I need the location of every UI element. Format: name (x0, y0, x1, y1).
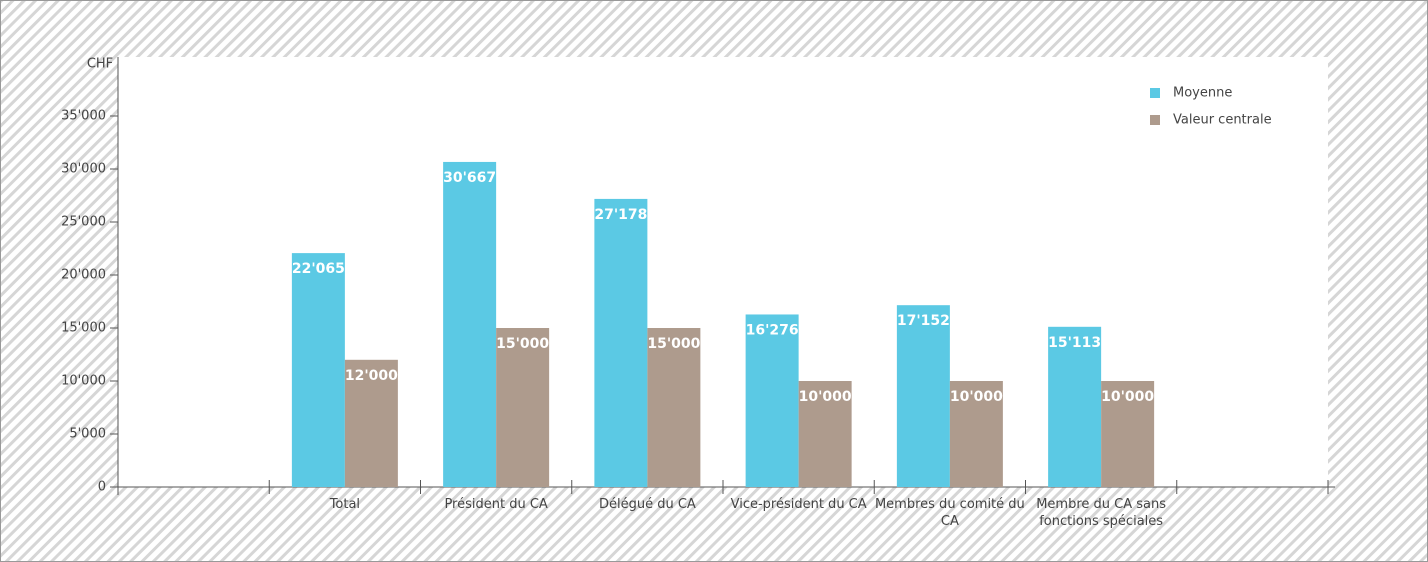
value-label: 15'113 (1048, 335, 1101, 351)
bar (291, 253, 345, 487)
value-label: 10'000 (1101, 389, 1154, 405)
legend-label: Moyenne (1173, 86, 1232, 101)
x-tick-label: Président du CA (444, 497, 548, 512)
x-tick-label: Membres du comité du CA (874, 497, 1025, 529)
bar (443, 161, 497, 487)
y-tick-label: 30'000 (61, 162, 106, 177)
value-label: 10'000 (799, 389, 852, 405)
x-tick-label: Vice-président du CA (730, 497, 867, 512)
bar (1048, 326, 1102, 487)
bar (496, 328, 550, 487)
value-label: 27'178 (594, 207, 647, 223)
value-label: 15'000 (496, 336, 549, 352)
x-tick-label: Total (329, 497, 361, 512)
y-tick-label: 35'000 (61, 109, 106, 124)
legend-label: Valeur centrale (1173, 113, 1272, 128)
bar (647, 328, 701, 487)
value-label: 10'000 (950, 389, 1003, 405)
bar (798, 381, 852, 487)
bar (1101, 381, 1155, 487)
y-tick-label: 20'000 (61, 268, 106, 283)
bar (344, 359, 398, 487)
y-tick-label: 25'000 (61, 215, 106, 230)
y-axis-label: CHF (87, 57, 113, 72)
value-label: 30'667 (443, 170, 496, 186)
x-tick-label: Délégué du CA (598, 497, 696, 512)
bar (745, 314, 799, 487)
value-label: 12'000 (345, 368, 398, 384)
bar (896, 305, 950, 487)
value-label: 16'276 (746, 322, 799, 338)
y-tick-label: 5'000 (69, 427, 106, 442)
bar (949, 381, 1003, 487)
x-tick-label: Membre du CA sans fonctions spéciales (1036, 497, 1167, 529)
y-tick-label: 10'000 (61, 374, 106, 389)
value-label: 15'000 (647, 336, 700, 352)
legend-swatch (1150, 88, 1160, 98)
value-label: 22'065 (292, 261, 345, 277)
y-tick-label: 0 (98, 480, 106, 495)
y-tick-label: 15'000 (61, 321, 106, 336)
legend-swatch (1150, 115, 1160, 125)
bar (594, 198, 648, 487)
value-label: 17'152 (897, 313, 950, 329)
